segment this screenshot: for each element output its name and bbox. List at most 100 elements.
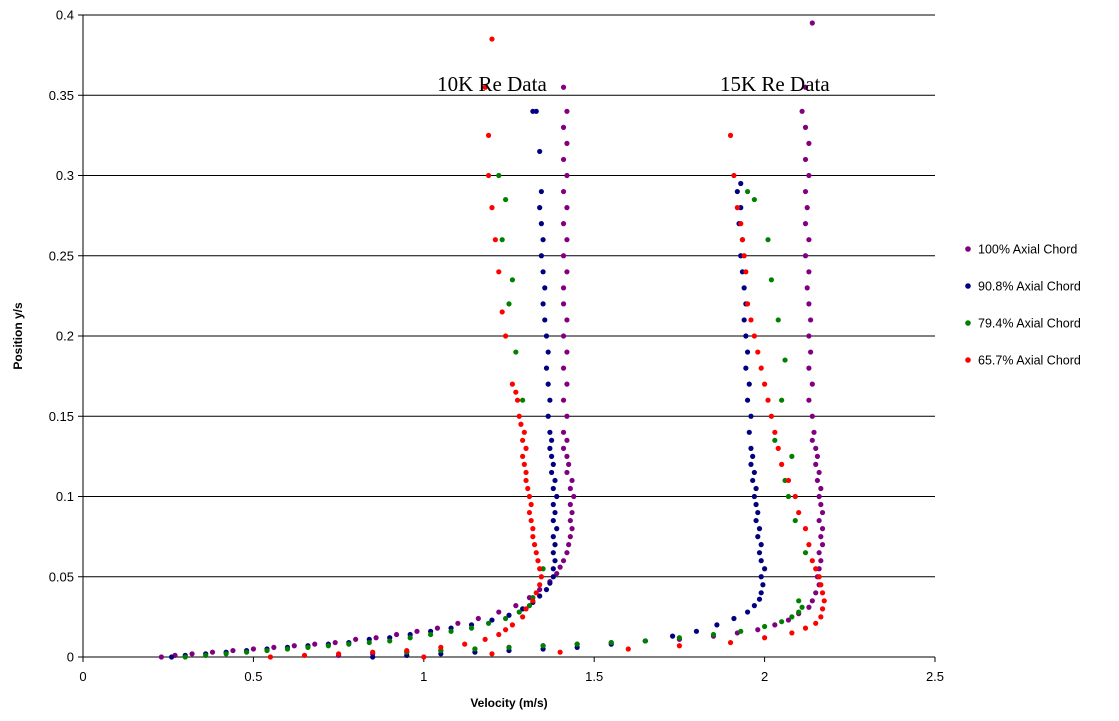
data-point [526, 509, 533, 516]
data-point [802, 124, 809, 130]
data-point [816, 469, 822, 476]
data-point [743, 269, 749, 275]
data-point [560, 124, 567, 130]
data-point [370, 649, 376, 655]
data-point [758, 558, 764, 564]
data-point [804, 205, 810, 211]
data-point [753, 501, 759, 508]
data-point [809, 598, 815, 604]
data-point [802, 253, 809, 259]
data-point [571, 493, 577, 500]
data-point [485, 132, 492, 138]
data-point [301, 652, 308, 658]
annotation-15k: 15K Re Data [720, 72, 830, 96]
x-tick-label: 2.5 [926, 669, 944, 684]
data-point [802, 526, 809, 532]
data-point [741, 317, 747, 323]
data-point [775, 445, 781, 451]
data-point [455, 620, 461, 626]
data-point [513, 603, 519, 609]
legend-label: 65.7% Axial Chord [978, 354, 1081, 368]
y-tick-label: 0.25 [49, 248, 74, 263]
data-point [438, 644, 444, 650]
data-point [566, 461, 572, 467]
data-point [552, 558, 558, 564]
data-point [564, 205, 570, 211]
data-point [552, 542, 558, 548]
data-point [755, 349, 761, 355]
data-point [762, 623, 768, 630]
data-point [434, 625, 441, 631]
data-point [547, 580, 553, 586]
data-point [538, 574, 544, 580]
data-point [305, 644, 311, 650]
data-point [785, 477, 792, 484]
y-tick-label: 0.1 [56, 489, 74, 504]
data-point [560, 156, 567, 163]
data-point [543, 333, 550, 339]
data-point [550, 534, 556, 540]
data-point [748, 461, 754, 467]
data-point [818, 534, 824, 540]
data-point [496, 631, 502, 638]
data-point [813, 620, 819, 626]
data-point [523, 477, 529, 484]
data-point [731, 172, 737, 179]
data-point [538, 221, 544, 227]
data-point [537, 582, 543, 588]
data-point [545, 381, 551, 387]
data-point [560, 365, 567, 371]
data-point [530, 534, 536, 540]
data-point [744, 301, 751, 307]
data-point [537, 205, 543, 211]
data-point [816, 550, 822, 556]
data-point [499, 237, 505, 243]
data-point [404, 647, 410, 654]
legend-label: 79.4% Axial Chord [978, 317, 1081, 331]
data-point [789, 453, 795, 459]
data-point [751, 469, 757, 476]
data-point [738, 628, 744, 634]
data-point [560, 429, 567, 435]
x-tick-label: 1 [420, 669, 427, 684]
data-point [748, 317, 754, 323]
data-point [560, 333, 567, 339]
data-point [714, 622, 720, 628]
data-point [353, 636, 359, 642]
data-point [502, 196, 509, 203]
data-point [468, 625, 475, 631]
data-point [748, 413, 754, 419]
data-point [802, 550, 809, 556]
data-point [813, 590, 819, 596]
data-point [751, 603, 757, 609]
data-point [520, 614, 526, 620]
x-tick-label: 1.5 [585, 669, 603, 684]
data-point [518, 421, 524, 427]
data-point [744, 609, 751, 615]
legend-label: 100% Axial Chord [978, 243, 1077, 257]
data-point [554, 570, 560, 577]
data-point [755, 509, 761, 516]
data-point [762, 635, 768, 641]
data-point [547, 445, 553, 451]
y-tick-label: 0.2 [56, 329, 74, 344]
data-point [734, 188, 740, 195]
data-point [407, 635, 413, 641]
data-point [550, 485, 556, 492]
data-point [567, 485, 573, 492]
data-point [785, 617, 792, 623]
data-point [312, 641, 318, 647]
data-point [772, 429, 778, 435]
y-tick-label: 0.15 [49, 409, 74, 424]
data-point [789, 630, 795, 636]
data-point [542, 317, 548, 323]
data-point [734, 205, 740, 211]
data-point [545, 413, 551, 419]
data-point [509, 622, 516, 628]
data-point [564, 317, 570, 323]
data-point [169, 654, 175, 660]
data-point [554, 493, 560, 500]
data-point [550, 501, 556, 508]
data-point [804, 285, 810, 291]
